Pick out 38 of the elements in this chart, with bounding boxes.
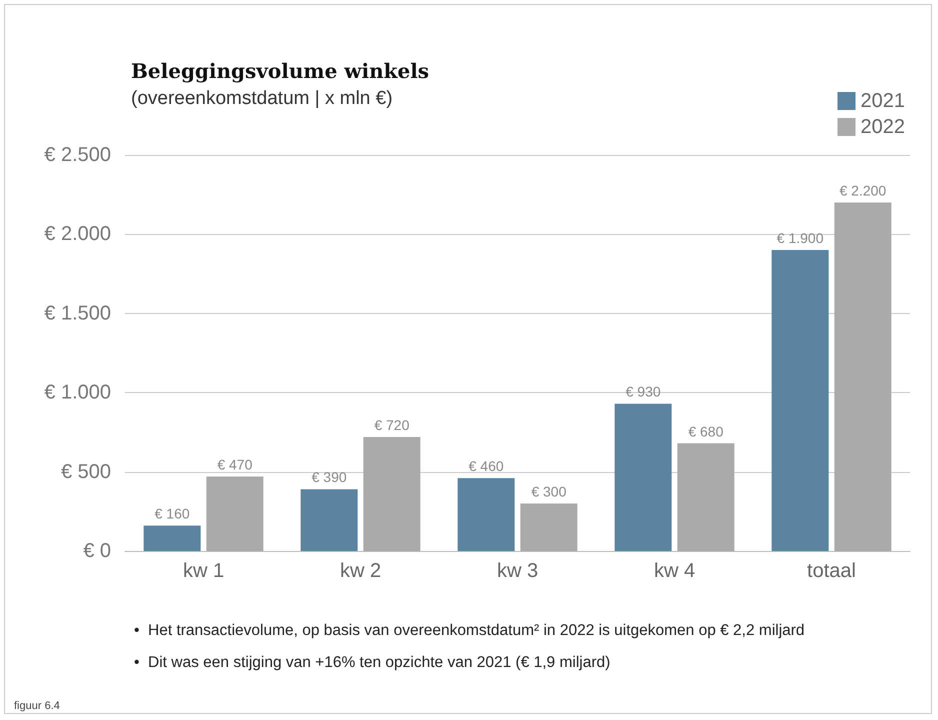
data-label: € 160 xyxy=(154,506,190,522)
bar xyxy=(206,476,264,551)
bar xyxy=(677,443,734,551)
data-label: € 680 xyxy=(688,423,724,440)
legend-label: 2022 xyxy=(860,116,906,138)
x-tick-label: kw 2 xyxy=(340,560,382,582)
data-label: € 2.200 xyxy=(839,182,886,199)
bar xyxy=(300,489,358,551)
bar xyxy=(520,503,578,551)
bar xyxy=(363,436,420,551)
text: figuur 6.4 xyxy=(14,700,60,712)
x-tick-label: totaal xyxy=(807,560,856,582)
y-tick-label: € 500 xyxy=(60,460,111,483)
data-label: € 390 xyxy=(312,469,347,486)
text: • Het transactievolume, op basis van overeenkomstdatum² in 2022 is uitgekomen op € 2,2 miljard xyxy=(134,622,805,640)
data-label: € 460 xyxy=(468,458,504,474)
x-tick-label: kw 3 xyxy=(496,560,538,582)
data-label: € 930 xyxy=(626,384,661,400)
bar xyxy=(458,478,515,551)
data-label: € 300 xyxy=(531,483,567,500)
chart-title: Beleggingsvolume winkels xyxy=(131,59,430,83)
x-tick-label: kw 4 xyxy=(654,560,696,582)
bar xyxy=(834,202,892,551)
x-tick-label: kw 1 xyxy=(182,560,224,582)
data-label: € 720 xyxy=(374,416,410,433)
y-tick-label: € 1.000 xyxy=(44,382,111,404)
bar xyxy=(614,404,672,551)
y-tick-label: € 0 xyxy=(83,540,111,562)
chart-subtitle: (overeenkomstdatum | x mln €) xyxy=(131,88,393,109)
bar xyxy=(772,250,829,551)
bar xyxy=(144,526,201,551)
data-label: € 470 xyxy=(217,456,253,473)
text: • Dit was een stijging van +16% ten opzichte van 2021 (€ 1,9 miljard) xyxy=(134,654,612,672)
y-tick-label: € 2.000 xyxy=(44,223,111,246)
y-tick-label: € 1.500 xyxy=(44,302,111,324)
data-label: € 1.900 xyxy=(776,230,824,246)
legend-label: 2021 xyxy=(860,90,906,112)
y-tick-label: € 2.500 xyxy=(44,144,111,166)
